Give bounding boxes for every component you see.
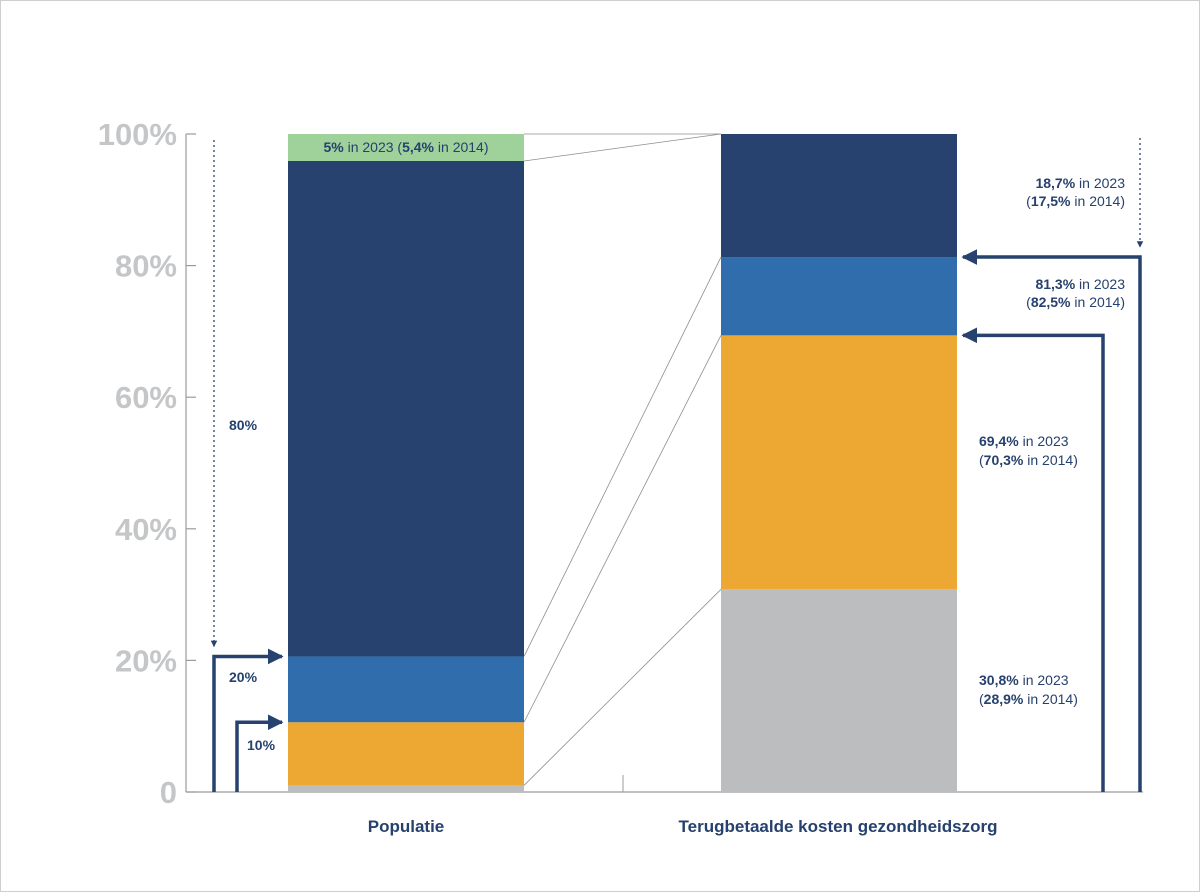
annotation-69-4-value: 69,4%: [979, 433, 1019, 449]
bar-1-segment-navy: [288, 160, 524, 657]
y-tick-label-5: 100%: [98, 117, 177, 152]
labels-group: Populatie Terugbetaalde kosten gezondhei…: [229, 139, 1125, 836]
annotation-69-4-year: in 2023: [1019, 433, 1069, 449]
bracket-arrow-69: [961, 327, 1105, 792]
bracket-arrow-20: [212, 648, 284, 792]
annotation-30-8-line2: (28,9% in 2014): [979, 691, 1078, 707]
axis-group: 0 20% 40% 60% 80% 100%: [98, 117, 1143, 810]
green-segment-label: 5% in 2023 (5,4% in 2014): [323, 139, 488, 155]
annotation-20-percent: 20%: [229, 669, 258, 685]
bracket-arrow-81: [961, 249, 1142, 792]
connector-line-0: [523, 589, 722, 786]
y-tick-label-0: 0: [160, 775, 177, 810]
annotation-81-3-year: in 2023: [1075, 276, 1125, 292]
bar-2-segment-navy: [721, 134, 957, 258]
annotation-17-5-year: in 2014): [1071, 193, 1125, 209]
annotation-30-8-value: 30,8%: [979, 672, 1019, 688]
connector-line-2: [523, 256, 722, 657]
arrows-group: [210, 138, 1144, 792]
bar-1-segment-grey: [288, 785, 524, 792]
y-tick-label-1: 20%: [115, 643, 177, 678]
annotation-81-3-line2: (82,5% in 2014): [1026, 294, 1125, 310]
bar-2-segment-grey: [721, 589, 957, 792]
annotation-80-percent: 80%: [229, 417, 258, 433]
annotation-30-8-line1: 30,8% in 2023: [979, 672, 1069, 688]
category-label-populatie: Populatie: [368, 817, 445, 836]
connector-line-3: [523, 133, 722, 162]
annotation-18-7-line1: 18,7% in 2023: [1035, 175, 1125, 191]
y-tick-label-2: 40%: [115, 512, 177, 547]
annotation-17-5-value: 17,5%: [1031, 193, 1071, 209]
bar-2-segment-blue: [721, 257, 957, 336]
green-label-bold-2: 5,4%: [402, 139, 434, 155]
bar-1-segment-orange: [288, 722, 524, 786]
y-tick-label-3: 60%: [115, 380, 177, 415]
annotation-82-5-year: in 2014): [1071, 294, 1125, 310]
annotation-28-9-year: in 2014): [1023, 691, 1077, 707]
annotation-69-4-line2: (70,3% in 2014): [979, 452, 1078, 468]
annotation-70-3-value: 70,3%: [984, 452, 1024, 468]
annotation-69-4-line1: 69,4% in 2023: [979, 433, 1069, 449]
bracket-arrow-10: [235, 714, 284, 792]
green-label-text-2: in 2014): [434, 139, 488, 155]
annotation-18-7-value: 18,7%: [1035, 175, 1075, 191]
annotation-30-8-year: in 2023: [1019, 672, 1069, 688]
annotation-18-7-year: in 2023: [1075, 175, 1125, 191]
category-label-kosten: Terugbetaalde kosten gezondheidszorg: [679, 817, 998, 836]
bar-1-segment-blue: [288, 656, 524, 723]
annotation-81-3-value: 81,3%: [1035, 276, 1075, 292]
green-label-text-1: in 2023 (: [344, 139, 403, 155]
annotation-70-3-year: in 2014): [1023, 452, 1077, 468]
annotation-81-3-line1: 81,3% in 2023: [1035, 276, 1125, 292]
annotation-82-5-value: 82,5%: [1031, 294, 1071, 310]
annotation-18-7-line2: (17,5% in 2014): [1026, 193, 1125, 209]
annotation-10-percent: 10%: [247, 737, 276, 753]
annotation-28-9-value: 28,9%: [984, 691, 1024, 707]
bar-1-segment-green: [288, 134, 524, 161]
connectors-group: [523, 133, 722, 786]
connector-line-1: [523, 335, 722, 723]
bar-2-segment-orange: [721, 335, 957, 590]
y-tick-label-4: 80%: [115, 249, 177, 284]
bars-group: [288, 134, 957, 792]
green-label-bold-1: 5%: [323, 139, 344, 155]
